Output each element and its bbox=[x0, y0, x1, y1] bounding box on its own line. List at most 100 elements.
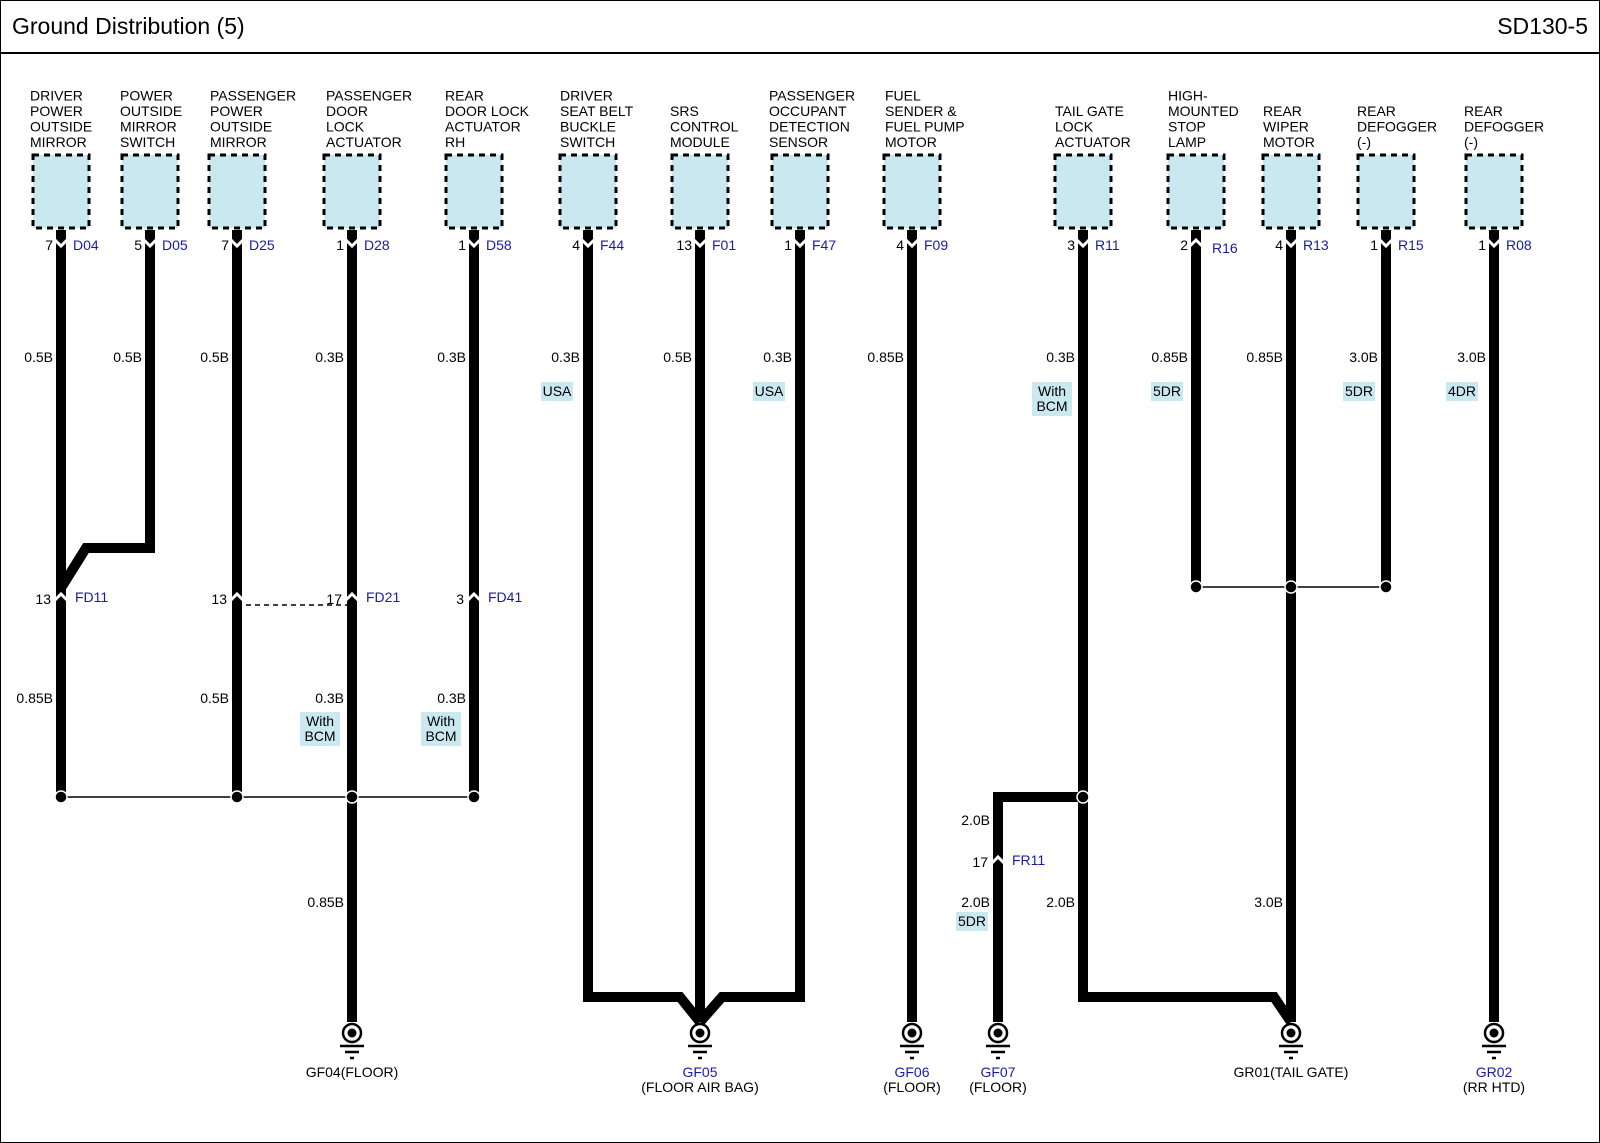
option-label-box bbox=[1151, 382, 1183, 401]
ground-location: (TAIL GATE) bbox=[1270, 1064, 1348, 1080]
pin-number: 7 bbox=[45, 237, 53, 253]
connector-R11-chevron bbox=[1072, 235, 1094, 249]
ground-id: GF05 bbox=[682, 1064, 717, 1080]
component-label: REAR bbox=[1357, 103, 1396, 119]
connector-R13-chevron bbox=[1280, 235, 1302, 249]
component-label: ACTUATOR bbox=[445, 119, 521, 135]
inline-connector-body bbox=[232, 589, 242, 605]
wires bbox=[56, 230, 1499, 1026]
wire-gauge: 0.85B bbox=[16, 690, 53, 706]
connector-F44-chevron bbox=[577, 235, 599, 249]
diagram-code: SD130-5 bbox=[1497, 13, 1588, 39]
pin-number: 4 bbox=[896, 237, 904, 253]
component-label: POWER bbox=[120, 88, 173, 104]
component-label: POWER bbox=[30, 103, 83, 119]
component-label: LAMP bbox=[1168, 134, 1206, 150]
connector-id: D04 bbox=[73, 237, 99, 253]
wire-gauge: 2.0B bbox=[961, 894, 990, 910]
option-label-box bbox=[1343, 382, 1375, 401]
connector-D58-chevron bbox=[463, 235, 485, 249]
component-box bbox=[120, 153, 180, 230]
component-box bbox=[1053, 153, 1113, 230]
inline-connector-id: FR11 bbox=[1012, 852, 1045, 868]
inline-connector-chevron bbox=[341, 591, 363, 605]
component-label: ACTUATOR bbox=[1055, 134, 1131, 150]
connector-F47-body bbox=[795, 235, 805, 251]
wire-gauge: 0.5B bbox=[200, 349, 229, 365]
inline-pin: 17 bbox=[972, 854, 988, 870]
connector-D28-chevron bbox=[341, 235, 363, 249]
option-label-box bbox=[753, 382, 785, 401]
connector-D04-body bbox=[56, 235, 66, 251]
ground-id: GF06 bbox=[894, 1064, 929, 1080]
component-label: DOOR bbox=[326, 103, 368, 119]
option-label-text: With bbox=[306, 713, 334, 729]
ground-id: GR01 bbox=[1234, 1064, 1271, 1080]
connector-D58-body bbox=[469, 235, 479, 251]
wire-gauge: 2.0B bbox=[961, 812, 990, 828]
connector-F09-body bbox=[907, 235, 917, 251]
option-label-box bbox=[956, 912, 988, 931]
connector-id: R13 bbox=[1303, 237, 1329, 253]
component-label: DEFOGGER bbox=[1357, 119, 1437, 135]
component-label: SENSOR bbox=[769, 134, 828, 150]
connector-id: D25 bbox=[249, 237, 275, 253]
component-label: HIGH- bbox=[1168, 88, 1208, 104]
splice-dot bbox=[467, 790, 481, 804]
component-label: OUTSIDE bbox=[210, 119, 272, 135]
ground-icon-lines bbox=[688, 1044, 712, 1060]
component-box bbox=[207, 153, 267, 230]
pin-number: 2 bbox=[1180, 237, 1188, 253]
component-label: BUCKLE bbox=[560, 119, 616, 135]
connector-id: R08 bbox=[1506, 237, 1532, 253]
component-label: FUEL PUMP bbox=[885, 119, 965, 135]
component-label: DRIVER bbox=[560, 88, 613, 104]
pin-number: 1 bbox=[1478, 237, 1486, 253]
ground-icon-lines bbox=[1279, 1044, 1303, 1060]
connector-R16-chevron bbox=[1185, 237, 1207, 251]
ground-icon-lines bbox=[1482, 1044, 1506, 1060]
splice-dot bbox=[345, 790, 359, 804]
option-label-text: 4DR bbox=[1448, 383, 1476, 399]
option-label-text: BCM bbox=[304, 728, 335, 744]
ground-icon-center bbox=[1286, 1028, 1296, 1038]
inline-pin: 13 bbox=[35, 591, 51, 607]
ground-id: GF04 bbox=[306, 1064, 341, 1080]
wire-gauge: 0.85B bbox=[1151, 349, 1188, 365]
connector-id: D28 bbox=[364, 237, 390, 253]
component-label: MOUNTED bbox=[1168, 103, 1239, 119]
connector-id: F09 bbox=[924, 237, 948, 253]
option-label-text: With bbox=[1038, 383, 1066, 399]
connector-id: F01 bbox=[712, 237, 736, 253]
wire-gauge: 0.5B bbox=[663, 349, 692, 365]
connector-R15-chevron bbox=[1375, 235, 1397, 249]
ground-location: (FLOOR) bbox=[969, 1079, 1027, 1095]
wire-gauge: 0.85B bbox=[867, 349, 904, 365]
component-label: FUEL bbox=[885, 88, 921, 104]
component-label: LOCK bbox=[326, 119, 365, 135]
connector-id: R15 bbox=[1398, 237, 1424, 253]
component-label: PASSENGER bbox=[326, 88, 412, 104]
component-label: REAR bbox=[445, 88, 484, 104]
pin-number: 7 bbox=[221, 237, 229, 253]
component-label: CONTROL bbox=[670, 119, 739, 135]
component-label: PASSENGER bbox=[769, 88, 855, 104]
component-label: DETECTION bbox=[769, 119, 850, 135]
component-box bbox=[1166, 153, 1226, 230]
component-label: SRS bbox=[670, 103, 699, 119]
component-label: MIRROR bbox=[120, 119, 177, 135]
wire-gauge: 3.0B bbox=[1349, 349, 1378, 365]
component-label: REAR bbox=[1464, 103, 1503, 119]
wire-gauge: 0.85B bbox=[1246, 349, 1283, 365]
connector-R11-body bbox=[1078, 235, 1088, 251]
connector-R16-body bbox=[1191, 235, 1201, 251]
ground-label: GR01(TAIL GATE) bbox=[1234, 1064, 1349, 1080]
splice-dot bbox=[230, 790, 244, 804]
component-label: OUTSIDE bbox=[30, 119, 92, 135]
component-label: POWER bbox=[210, 103, 263, 119]
component-label: PASSENGER bbox=[210, 88, 296, 104]
connector-F01-body bbox=[695, 235, 705, 251]
ground-icon-center bbox=[1489, 1028, 1499, 1038]
option-label-box bbox=[1446, 382, 1478, 401]
connector-F09-chevron bbox=[901, 235, 923, 249]
